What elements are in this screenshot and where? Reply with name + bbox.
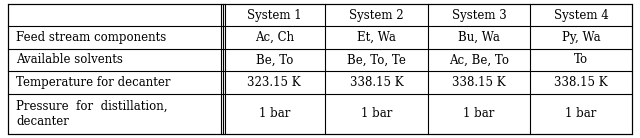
Text: Feed stream components: Feed stream components: [16, 31, 166, 44]
Text: Bu, Wa: Bu, Wa: [458, 31, 500, 44]
Text: 1 bar: 1 bar: [566, 107, 597, 120]
Text: 338.15 K: 338.15 K: [452, 76, 506, 89]
Text: Temperature for decanter: Temperature for decanter: [16, 76, 171, 89]
Text: 338.15 K: 338.15 K: [554, 76, 608, 89]
Text: Pressure  for  distillation,
decanter: Pressure for distillation, decanter: [16, 100, 168, 128]
Text: 1 bar: 1 bar: [259, 107, 290, 120]
Text: 338.15 K: 338.15 K: [350, 76, 403, 89]
Text: Ac, Ch: Ac, Ch: [255, 31, 294, 44]
Text: Ac, Be, To: Ac, Be, To: [449, 54, 509, 67]
Text: System 2: System 2: [349, 9, 404, 22]
Text: 1 bar: 1 bar: [361, 107, 392, 120]
Text: Be, To, Te: Be, To, Te: [347, 54, 406, 67]
Text: System 4: System 4: [554, 9, 609, 22]
Text: To: To: [574, 54, 588, 67]
Text: Py, Wa: Py, Wa: [562, 31, 600, 44]
Text: Et, Wa: Et, Wa: [357, 31, 396, 44]
Text: 1 bar: 1 bar: [463, 107, 495, 120]
Text: Be, To: Be, To: [255, 54, 293, 67]
Text: 323.15 K: 323.15 K: [248, 76, 301, 89]
Text: System 1: System 1: [247, 9, 301, 22]
Text: Available solvents: Available solvents: [16, 54, 123, 67]
Text: System 3: System 3: [451, 9, 506, 22]
